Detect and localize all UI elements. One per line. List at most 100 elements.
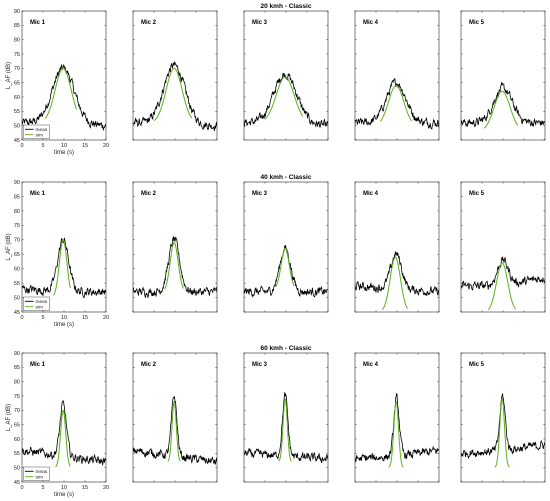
axes-box <box>132 352 218 483</box>
sim-line <box>487 262 516 310</box>
row-title: 60 kmh - Classic <box>261 345 312 352</box>
axes-box <box>460 10 546 141</box>
meas-line <box>461 81 545 128</box>
y-tick-label: 65 <box>14 252 20 258</box>
x-tick-label: 20 <box>103 485 109 491</box>
x-tick-label: 10 <box>61 315 67 321</box>
legend-label-meas: meas <box>36 128 48 133</box>
y-tick-label: 70 <box>14 238 20 244</box>
sim-line <box>167 400 181 462</box>
y-tick-label: 50 <box>14 466 20 472</box>
y-tick-label: 85 <box>14 365 20 371</box>
y-tick-label: 45 <box>14 480 20 486</box>
y-axis-label: L_AF (dB) <box>6 404 12 431</box>
subplot: Mic 4 <box>354 181 440 313</box>
axes-box <box>132 10 218 141</box>
y-tick-label: 90 <box>14 351 20 357</box>
meas-line <box>461 393 545 459</box>
y-tick-label: 55 <box>14 451 20 457</box>
x-tick-label: 0 <box>20 315 23 321</box>
sim-line <box>278 397 292 462</box>
subplot: Mic 2 <box>132 181 218 313</box>
meas-line <box>355 78 439 130</box>
axes-box <box>243 352 329 483</box>
legend-label-sim: sim <box>36 304 43 310</box>
mic-label: Mic 2 <box>141 191 157 197</box>
sim-line <box>264 76 304 120</box>
x-tick-label: 0 <box>20 485 23 491</box>
y-tick-label: 45 <box>14 138 20 144</box>
sim-line <box>44 67 78 119</box>
x-axis-label: time (s) <box>54 322 74 328</box>
x-tick-label: 20 <box>103 143 109 149</box>
y-tick-label: 75 <box>14 223 20 229</box>
x-tick-label: 10 <box>61 143 67 149</box>
y-tick-label: 55 <box>14 109 20 115</box>
mic-label: Mic 3 <box>252 362 268 368</box>
legend-label-sim: sim <box>36 132 43 138</box>
y-tick-label: 45 <box>14 310 20 316</box>
axes-box <box>354 10 440 141</box>
meas-line <box>244 392 328 464</box>
meas-line <box>244 245 328 298</box>
y-tick-label: 50 <box>14 295 20 301</box>
axes-box <box>132 181 218 313</box>
subplot: 45 50 55 60 65 70 75 80 85 90 0 5 10 15 20 time (s) L_AF… <box>6 9 109 156</box>
x-tick-label: 5 <box>41 143 44 149</box>
x-tick-label: 5 <box>41 315 44 321</box>
y-tick-label: 85 <box>14 194 20 200</box>
subplot: 45 50 55 60 65 70 75 80 85 90 0 5 10 15 20 time (s) L_AF… <box>6 180 109 328</box>
x-tick-label: 15 <box>82 143 88 149</box>
y-tick-label: 90 <box>14 9 20 15</box>
legend-label-meas: meas <box>36 470 48 475</box>
mic-label: Mic 4 <box>363 20 379 26</box>
subplot: Mic 4 <box>354 10 440 141</box>
mic-label: Mic 4 <box>363 191 379 197</box>
axes-box <box>460 352 546 483</box>
y-tick-label: 85 <box>14 23 20 29</box>
sim-line <box>483 90 519 129</box>
meas-line <box>22 63 106 132</box>
y-tick-label: 65 <box>14 423 20 429</box>
y-tick-label: 65 <box>14 81 20 87</box>
legend-label-sim: sim <box>36 474 43 480</box>
y-tick-label: 80 <box>14 380 20 386</box>
mic-label: Mic 5 <box>469 191 485 197</box>
x-axis-label: time (s) <box>54 492 74 498</box>
row-title: 40 kmh - Classic <box>261 174 312 181</box>
y-tick-label: 80 <box>14 38 20 44</box>
subplot: Mic 5 <box>460 181 546 313</box>
subplot: Mic 3 <box>243 10 329 141</box>
meas-line <box>461 256 545 291</box>
row-title: 20 kmh - Classic <box>261 3 312 10</box>
sim-line <box>164 242 184 290</box>
sim-line <box>55 409 71 468</box>
sim-line <box>388 400 404 468</box>
meas-line <box>133 395 217 466</box>
sim-line <box>381 256 408 311</box>
x-tick-label: 15 <box>82 485 88 491</box>
y-tick-label: 55 <box>14 281 20 287</box>
y-axis-label: L_AF (dB) <box>6 233 12 260</box>
y-tick-label: 60 <box>14 437 20 443</box>
mic-label: Mic 3 <box>252 191 268 197</box>
axes-box <box>354 352 440 483</box>
sim-line <box>379 85 413 122</box>
y-tick-label: 75 <box>14 394 20 400</box>
subplot: Mic 2 <box>132 10 218 141</box>
sim-line <box>494 398 510 468</box>
y-tick-label: 50 <box>14 124 20 130</box>
axes-box <box>354 181 440 313</box>
subplot: Mic 5 <box>460 10 546 141</box>
y-tick-label: 60 <box>14 267 20 273</box>
y-axis-label: L_AF (dB) <box>6 62 12 89</box>
subplot: Mic 5 <box>460 352 546 483</box>
axes-box <box>460 181 546 313</box>
x-tick-label: 20 <box>103 315 109 321</box>
axes-box <box>21 10 107 141</box>
x-tick-label: 15 <box>82 315 88 321</box>
subplot: Mic 4 <box>354 352 440 483</box>
